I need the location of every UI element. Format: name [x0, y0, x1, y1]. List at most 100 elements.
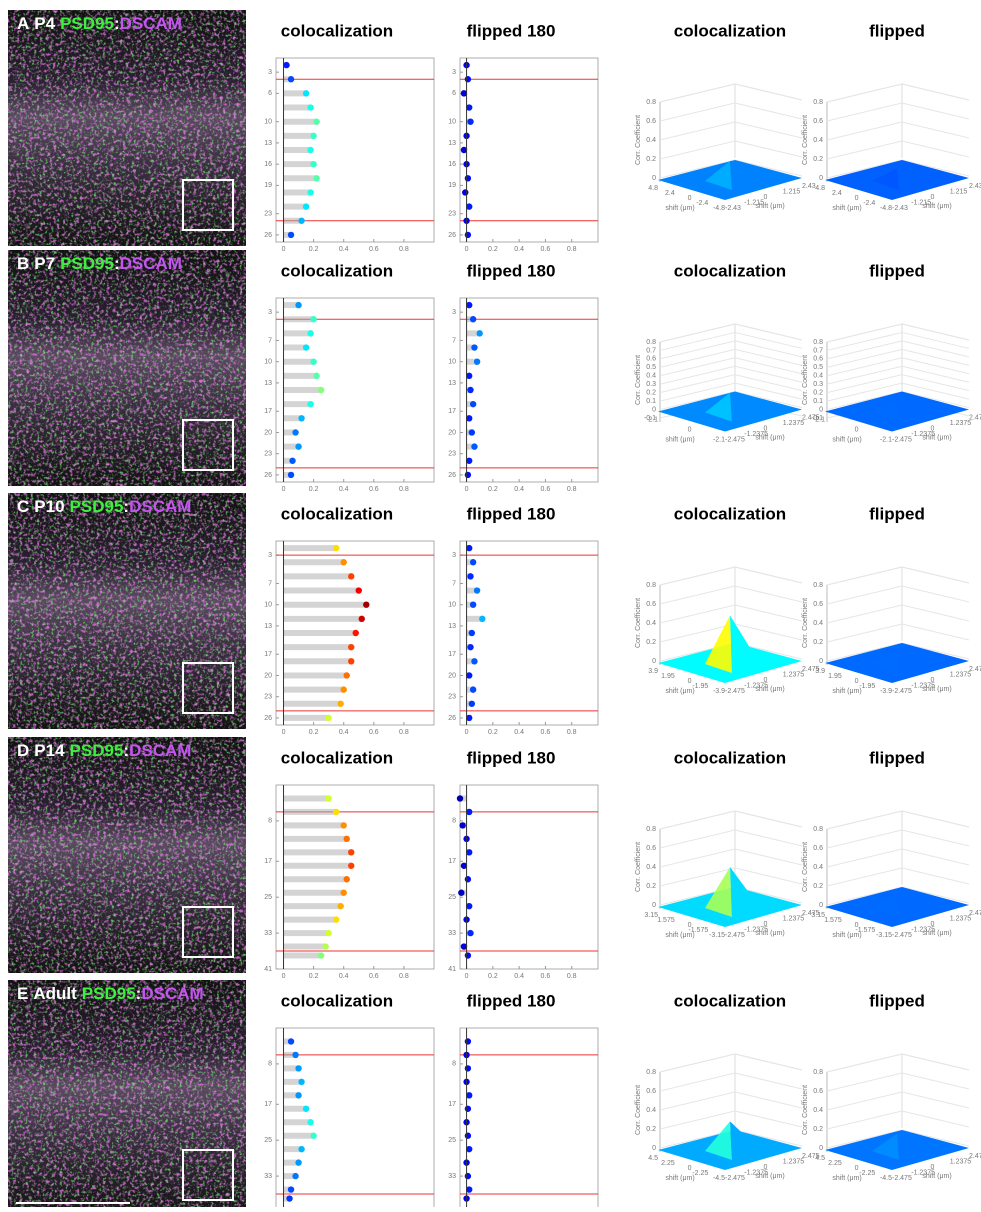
z-tick-label: 0.4: [646, 373, 656, 380]
y-tick-label: 8: [452, 818, 456, 825]
xticks-label: -2.4: [863, 200, 875, 207]
grid-line: [660, 349, 735, 367]
x-tick-label: 0: [465, 973, 469, 980]
x-axis-label: shift (μm): [832, 688, 861, 695]
y-tick-label: 17: [264, 408, 272, 415]
z-tick-label: 0.6: [646, 1088, 656, 1095]
grid-line: [660, 375, 735, 393]
grid-line: [902, 868, 969, 884]
label-age: P10: [34, 497, 64, 516]
x-tick-label: 0.2: [488, 486, 498, 493]
point: [288, 1038, 294, 1044]
yticks-label: -2.475: [725, 1175, 745, 1182]
plot-title: flipped 180: [467, 504, 556, 523]
figure: AP4PSD95:DSCAMcolocalization361013161923…: [0, 0, 981, 1207]
grid-line: [735, 341, 802, 357]
grid-line: [827, 567, 902, 585]
yticks-label: 0: [931, 921, 935, 928]
grid-line: [660, 811, 735, 829]
y-tick-label: 7: [452, 337, 456, 344]
grid-line: [827, 830, 902, 848]
label-marker2: DSCAM: [129, 741, 191, 760]
y-tick-label: 19: [264, 182, 272, 189]
z-tick-label: 0.8: [813, 582, 823, 589]
y-tick-label: 16: [264, 161, 272, 168]
point: [465, 1065, 471, 1071]
point: [465, 232, 471, 238]
label-marker2: DSCAM: [120, 254, 182, 273]
plot-box: [460, 541, 598, 725]
x-tick-label: 0: [282, 973, 286, 980]
grid-line: [827, 1111, 902, 1129]
x-tick-label: 0: [465, 486, 469, 493]
point: [322, 943, 328, 949]
y-axis-label: shift (μm): [755, 203, 784, 210]
y-tick-label: 20: [264, 672, 272, 679]
y-axis-label: shift (μm): [922, 686, 951, 693]
point: [356, 587, 362, 593]
point: [465, 76, 471, 82]
panel-label: AP4PSD95:DSCAM: [17, 14, 182, 33]
grid-line: [902, 141, 969, 157]
point: [462, 189, 468, 195]
point: [325, 930, 331, 936]
grid-line: [902, 830, 969, 846]
x-tick-label: 0.2: [488, 246, 498, 253]
point: [333, 916, 339, 922]
x-tick-label: 0.6: [369, 246, 379, 253]
z-tick-label: 0.6: [646, 118, 656, 125]
y-axis-label: shift (μm): [922, 930, 951, 937]
point: [467, 573, 473, 579]
grid-line: [902, 1054, 969, 1070]
z-axis-label: Corr. Coefficient: [802, 355, 809, 405]
yticks-label: -2.475: [892, 436, 912, 443]
grid-line: [735, 1111, 802, 1127]
grid-line: [827, 366, 902, 384]
y-tick-label: 10: [448, 359, 456, 366]
y-tick-label: 10: [264, 119, 272, 126]
plot-title: flipped 180: [467, 261, 556, 280]
point: [333, 809, 339, 815]
xticks-label: 0: [688, 195, 692, 202]
y-axis-label: shift (μm): [922, 1173, 951, 1180]
x-tick-label: 0.4: [339, 729, 349, 736]
point: [307, 104, 313, 110]
xticks-label: -1.95: [692, 683, 708, 690]
y-tick-label: 8: [268, 1061, 272, 1068]
point: [307, 330, 313, 336]
grid-line: [902, 358, 969, 374]
xticks-label: -1.95: [859, 683, 875, 690]
grid-line: [827, 605, 902, 623]
grid-line: [827, 375, 902, 393]
xticks-label: -3.15: [709, 932, 725, 939]
z-tick-label: 0.8: [646, 339, 656, 346]
xticks-label: 0: [855, 678, 859, 685]
xticks-label: 0: [855, 1165, 859, 1172]
grid-line: [902, 624, 969, 640]
y-tick-label: 6: [268, 90, 272, 97]
label-marker1: PSD95: [60, 14, 114, 33]
x-tick-label: 0: [282, 246, 286, 253]
y-tick-label: 23: [448, 451, 456, 458]
point: [303, 203, 309, 209]
yticks-label: 2.475: [969, 666, 981, 673]
point: [341, 890, 347, 896]
y-tick-label: 8: [268, 818, 272, 825]
x-tick-label: 0.8: [567, 246, 577, 253]
point: [292, 429, 298, 435]
z-tick-label: 0: [819, 1145, 823, 1152]
z-tick-label: 0.8: [813, 826, 823, 833]
grid-line: [902, 324, 969, 340]
y-tick-label: 3: [268, 309, 272, 316]
point: [470, 401, 476, 407]
point: [295, 1065, 301, 1071]
z-tick-label: 0.8: [646, 826, 656, 833]
y-tick-label: 6: [452, 90, 456, 97]
z-tick-label: 0.2: [646, 390, 656, 397]
grid-line: [660, 84, 735, 102]
yticks-label: 0: [764, 677, 768, 684]
grid-line: [735, 122, 802, 138]
grid-line: [660, 849, 735, 867]
x-tick-label: 0: [282, 486, 286, 493]
plot-title: colocalization: [674, 748, 786, 767]
